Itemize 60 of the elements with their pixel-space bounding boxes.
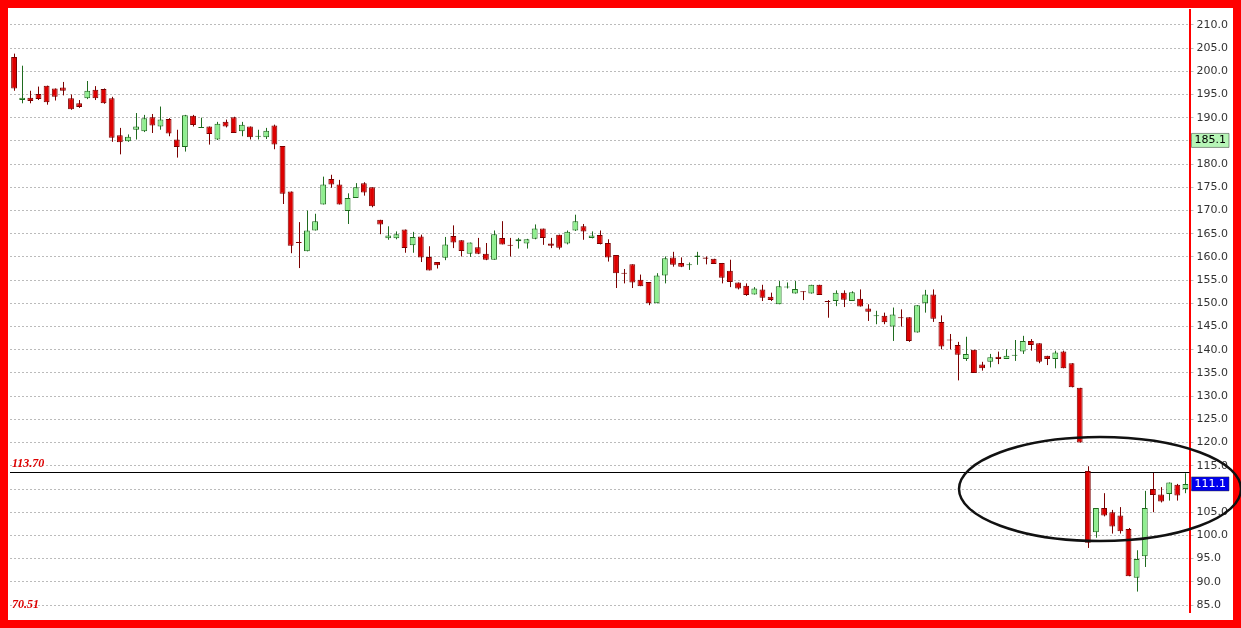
y-tick-label: 105.0 xyxy=(1196,505,1229,519)
candlestick xyxy=(661,255,668,284)
candlestick xyxy=(938,314,945,350)
candlestick xyxy=(271,124,278,150)
y-tick-label: 95.0 xyxy=(1196,551,1222,565)
candlestick xyxy=(922,289,929,314)
y-tick-label: 145.0 xyxy=(1196,319,1229,333)
y-tick-label: 150.0 xyxy=(1196,296,1229,310)
annotation: 70.51 xyxy=(12,597,39,612)
y-tick-label: 155.0 xyxy=(1196,272,1229,286)
candlestick xyxy=(491,229,497,261)
y-tick-label: 140.0 xyxy=(1196,342,1229,356)
y-tick-label: 205.0 xyxy=(1196,40,1229,54)
y-tick-label: 135.0 xyxy=(1196,365,1229,379)
candlestick xyxy=(303,210,310,252)
candlestick xyxy=(930,288,937,323)
candlestick xyxy=(417,234,424,263)
candlestick xyxy=(889,307,896,342)
y-tick-label: 210.0 xyxy=(1196,17,1229,31)
candlestick xyxy=(1109,509,1116,535)
candlestick xyxy=(613,254,619,289)
y-tick-label: 180.0 xyxy=(1196,156,1229,170)
y-tick-label: 100.0 xyxy=(1196,528,1229,542)
annotation: 111.1 xyxy=(1194,476,1227,490)
y-tick-label: 190.0 xyxy=(1196,110,1229,124)
candlestick xyxy=(1149,471,1156,513)
candlestick xyxy=(962,336,969,362)
y-tick-label: 165.0 xyxy=(1196,226,1229,240)
candlestick xyxy=(1093,507,1099,539)
y-tick-label: 175.0 xyxy=(1196,180,1229,194)
candlestick xyxy=(426,245,432,271)
y-tick-label: 200.0 xyxy=(1196,64,1229,78)
candlestick xyxy=(954,341,961,381)
candlestick xyxy=(165,117,172,137)
candlestick xyxy=(1019,335,1026,355)
y-tick-label: 195.0 xyxy=(1196,87,1229,101)
candlestick xyxy=(173,129,180,159)
candlestick xyxy=(344,192,351,225)
candlestick xyxy=(409,231,416,254)
candlestick xyxy=(726,259,733,288)
y-tick-label: 125.0 xyxy=(1196,412,1229,426)
y-tick-label: 85.0 xyxy=(1196,597,1222,611)
y-tick-label: 90.0 xyxy=(1196,574,1222,588)
ref-line-label: 113.70 xyxy=(12,455,45,470)
y-tick-label: 130.0 xyxy=(1196,389,1229,403)
y-tick-label: 160.0 xyxy=(1196,249,1229,263)
annotation: 185.1 xyxy=(1194,133,1227,147)
candlestick xyxy=(905,316,912,343)
y-tick-label: 170.0 xyxy=(1196,203,1229,217)
candlestick xyxy=(1117,506,1124,535)
candlestick xyxy=(1133,549,1140,593)
candlestick xyxy=(320,176,327,205)
candlestick xyxy=(450,224,457,249)
y-tick-label: 120.0 xyxy=(1196,435,1229,449)
candlestick xyxy=(84,80,91,100)
candlestick xyxy=(1101,492,1108,517)
candlestick xyxy=(116,127,123,155)
candlestick xyxy=(442,236,449,261)
candlestick xyxy=(149,113,156,134)
candlestick xyxy=(604,238,611,263)
